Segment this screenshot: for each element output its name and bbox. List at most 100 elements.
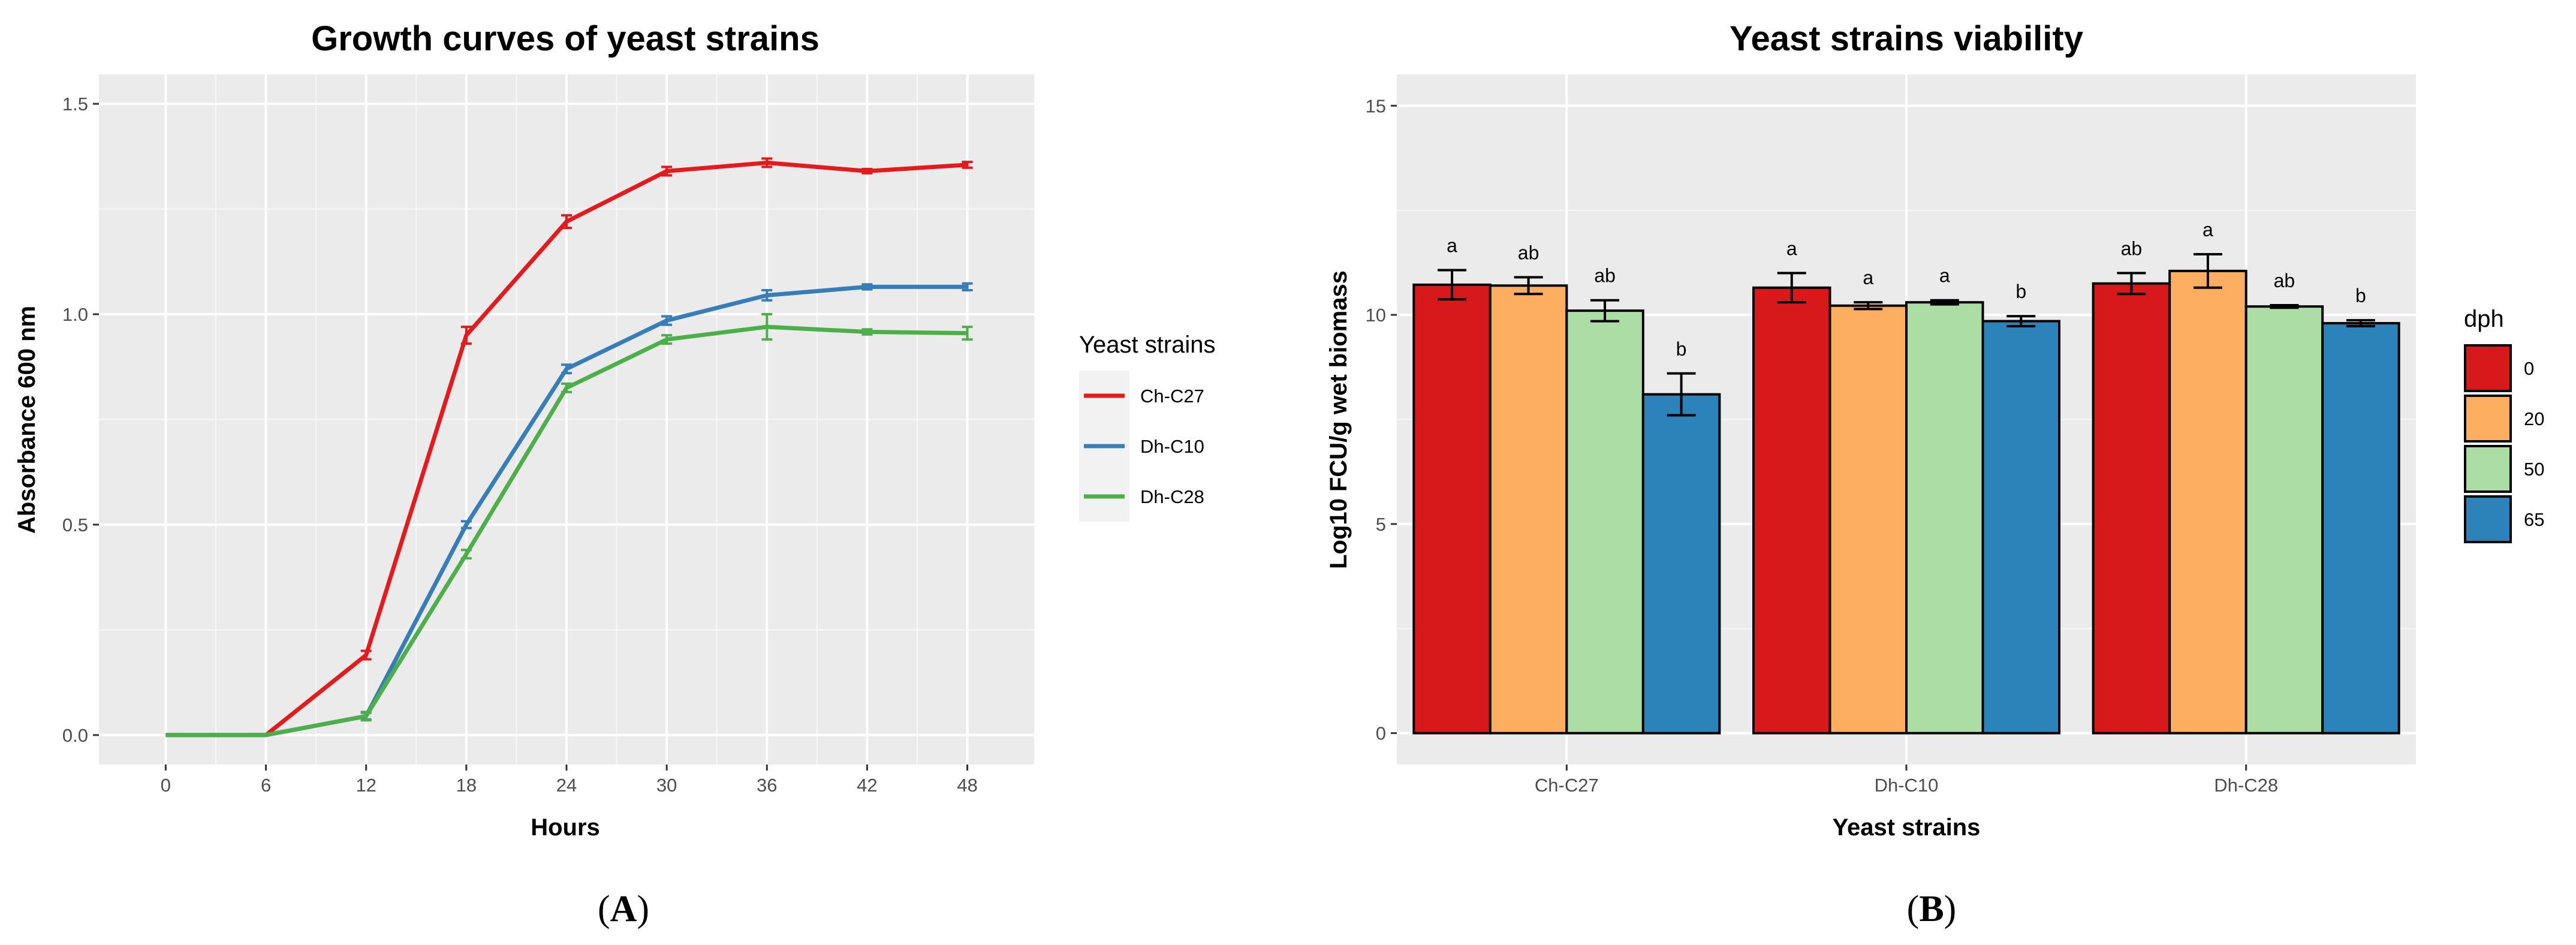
growth-errorbar-Dh-C28 [661,334,673,345]
viability-bar-Dh-C28-20 [2168,269,2247,735]
viability-errorbar-Dh-C10-0 [1777,272,1806,304]
growth-legend-title: Yeast strains [1079,332,1216,358]
growth-errorbar-Dh-C10 [460,520,472,529]
panel-label-a: (A) [598,889,649,929]
viability-y-tick-label: 0 [1376,723,1386,744]
panel-label-a-close: ) [637,889,649,929]
growth-x-tick-label: 30 [656,775,677,796]
viability-legend-key-50 [2464,445,2512,493]
growth-errorbar-Ch-C27 [761,157,773,168]
viability-legend-title: dph [2464,306,2504,332]
viability-errorbar-Dh-C10-50 [1930,299,1959,306]
viability-significance-letter: a [1939,265,1950,287]
viability-bar-Ch-C27-20 [1489,284,1568,735]
growth-errorbar-Ch-C27 [861,167,873,174]
viability-chart-title: Yeast strains viability [1730,19,2083,58]
viability-bar-Dh-C10-20 [1828,304,1908,735]
viability-significance-letter: ab [1518,242,1539,263]
growth-chart-title: Growth curves of yeast strains [311,19,820,58]
viability-bar-Dh-C10-50 [1905,301,1984,735]
viability-errorbar-Ch-C27-20 [1514,276,1543,296]
panel-label-b-letter: B [1919,889,1944,929]
viability-bar-Ch-C27-65 [1641,393,1721,735]
viability-errorbar-Ch-C27-50 [1590,299,1620,323]
viability-significance-letter: a [2203,219,2213,240]
viability-y-tick-label: 15 [1366,95,1386,116]
viability-y-tick-label: 5 [1376,514,1386,535]
viability-errorbar-Dh-C10-65 [2006,315,2036,327]
viability-legend-key-0 [2464,344,2512,392]
viability-legend-label: 50 [2524,459,2544,480]
growth-x-tick-label: 36 [757,775,777,796]
viability-bar-Dh-C28-65 [2321,322,2400,735]
growth-curves-chart: Growth curves of yeast strains 0 6 12 18 24 3… [14,19,1216,841]
viability-significance-letter: b [1676,338,1687,360]
viability-significance-letter: a [1786,237,1797,259]
growth-errorbar-Dh-C10 [761,289,773,302]
viability-errorbar-Dh-C28-65 [2346,319,2375,327]
viability-legend-label: 0 [2524,358,2534,379]
growth-x-tick-label: 0 [161,775,171,796]
viability-legend-label: 65 [2524,509,2544,530]
panel-label-a-letter: A [610,889,637,929]
viability-x-axis-title: Yeast strains [1833,814,1981,841]
growth-y-tick-label: 1.0 [62,304,88,325]
growth-legend: Yeast strains Ch-C27 Dh-C10 Dh-C28 [1079,332,1216,522]
viability-significance-letter: b [2015,281,2026,302]
growth-legend-label: Dh-C28 [1140,486,1204,507]
viability-x-tick-label: Dh-C28 [2214,775,2278,796]
viability-x-tick-label: Ch-C27 [1535,775,1599,796]
growth-series-lines [165,157,973,738]
viability-axis-ticks: 0 5 10 15 Ch-C27 Dh-C10 Dh-C28 [1366,95,2279,796]
viability-bar-Dh-C10-0 [1752,286,1831,735]
panel-label-b: (B) [1907,889,1957,929]
growth-errorbar-Dh-C10 [561,363,572,375]
growth-x-tick-label: 6 [261,775,271,796]
viability-significance-letter: b [2355,285,2366,306]
panel-label-b-open: ( [1907,889,1920,929]
growth-errorbar-Ch-C27 [661,165,673,177]
viability-errorbar-Dh-C28-50 [2270,304,2299,309]
viability-errorbar-Dh-C10-20 [1854,301,1883,311]
viability-legend-label: 20 [2524,408,2544,429]
growth-errorbar-Dh-C10 [661,315,673,326]
viability-errorbar-Ch-C27-65 [1667,372,1696,417]
growth-y-tick-label: 1.5 [62,94,88,115]
viability-errorbar-Dh-C28-20 [2193,252,2222,289]
growth-errorbar-Ch-C27 [561,214,572,230]
viability-chart: Yeast strains viability 0 5 10 15 Ch-C27 Dh-C… [1325,19,2544,841]
viability-legend-key-20 [2464,395,2512,443]
viability-legend: dph 0 20 50 65 [2464,306,2544,543]
growth-errorbar-Dh-C28 [962,326,973,341]
growth-errorbar-Ch-C27 [460,326,472,345]
growth-legend-label: Ch-C27 [1140,386,1204,407]
growth-x-axis-title: Hours [531,814,600,841]
growth-errorbar-Dh-C10 [962,282,973,292]
viability-significance-letter: ab [1594,265,1616,287]
growth-x-tick-label: 24 [556,775,577,796]
growth-errorbar-Dh-C28 [460,549,472,560]
panel-label-b-close: ) [1944,889,1957,929]
growth-axis-ticks: 0 6 12 18 24 30 36 42 48 0.0 0.5 1.0 1.5 [62,94,978,796]
viability-bar-Dh-C28-50 [2244,305,2324,735]
viability-bar-Ch-C27-0 [1412,283,1492,735]
growth-y-tick-label: 0.5 [62,514,88,535]
growth-errorbar-Ch-C27 [360,649,372,661]
viability-bar-Ch-C27-50 [1565,309,1644,735]
viability-legend-key-65 [2464,495,2512,543]
growth-errorbar-Dh-C28 [761,313,773,341]
viability-significance-letter: ab [2121,237,2143,259]
growth-errorbar-Dh-C10 [861,283,873,291]
viability-significance-letter: ab [2274,270,2295,291]
viability-errorbar-Ch-C27-0 [1438,269,1467,301]
growth-x-tick-label: 18 [456,775,477,796]
panel-label-a-open: ( [598,889,610,929]
growth-errorbar-Dh-C28 [360,711,372,722]
growth-x-tick-label: 12 [355,775,376,796]
growth-errorbar-Dh-C28 [861,328,873,336]
viability-bar-Dh-C10-65 [1981,320,2060,735]
growth-grid [99,74,1034,765]
viability-errorbar-Dh-C28-0 [2117,272,2146,296]
